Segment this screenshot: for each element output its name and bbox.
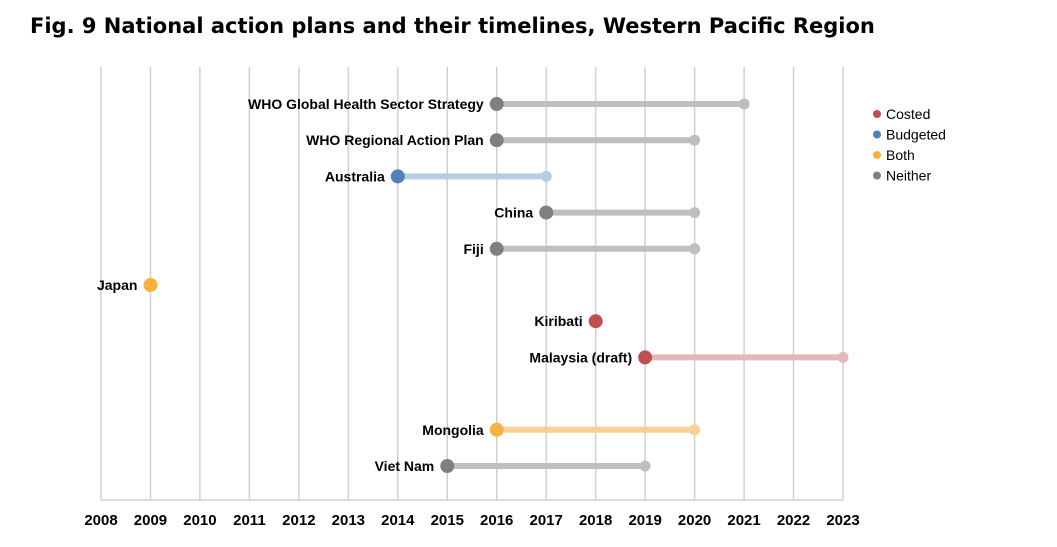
x-axis: 2008 2009 2010 2011 2012 2013 2014 2015 2016 2017… <box>84 499 860 529</box>
x-tick-label: 2009 <box>134 512 167 529</box>
start-point <box>440 459 455 473</box>
row-label: Japan <box>97 277 137 293</box>
legend-label: Both <box>886 147 915 163</box>
x-tick-label: 2016 <box>480 512 513 529</box>
end-point <box>837 351 849 363</box>
x-tick-label: 2023 <box>826 512 859 529</box>
row-label: WHO Global Health Sector Strategy <box>248 96 484 112</box>
x-tick-label: 2008 <box>84 512 117 529</box>
x-tick-label: 2017 <box>530 512 563 529</box>
start-point <box>489 97 504 111</box>
row-label: WHO Regional Action Plan <box>306 132 484 148</box>
timeline-rows: WHO Global Health Sector Strategy WHO Reg… <box>97 96 849 474</box>
end-point <box>540 170 552 182</box>
start-point <box>588 314 603 329</box>
row-label: Fiji <box>463 241 483 257</box>
legend-marker <box>873 151 881 159</box>
x-tick-label: 2022 <box>777 512 810 529</box>
x-tick-label: 2014 <box>381 512 415 529</box>
start-point <box>143 278 158 292</box>
legend-label: Neither <box>886 168 931 184</box>
start-point <box>489 241 504 256</box>
row-label: Australia <box>325 168 385 184</box>
row-label: Viet Nam <box>375 458 435 474</box>
start-point <box>539 205 554 220</box>
chart-title: Fig. 9 National action plans and their t… <box>30 14 875 38</box>
x-tick-label: 2019 <box>628 512 661 529</box>
row-label: China <box>494 205 533 221</box>
end-point <box>639 460 651 472</box>
legend-marker <box>873 130 881 139</box>
x-tick-label: 2012 <box>282 512 315 529</box>
x-tick-label: 2021 <box>727 512 760 529</box>
x-tick-label: 2015 <box>431 512 464 529</box>
legend-marker <box>873 110 881 118</box>
legend-label: Budgeted <box>886 127 946 143</box>
legend: Costed Budgeted Both Neither <box>873 106 946 184</box>
start-point <box>489 133 504 148</box>
row-label: Malaysia (draft) <box>529 349 632 365</box>
x-tick-label: 2018 <box>579 512 612 529</box>
legend-marker <box>873 171 881 180</box>
legend-label: Costed <box>886 106 930 122</box>
end-point <box>738 98 750 110</box>
start-point <box>638 350 653 365</box>
row-label: Mongolia <box>422 422 484 438</box>
end-point <box>689 243 701 255</box>
x-tick-label: 2013 <box>332 512 365 529</box>
x-tick-label: 2020 <box>678 512 711 529</box>
x-tick-label: 2011 <box>233 512 266 529</box>
row-label: Kiribati <box>534 313 582 329</box>
start-point <box>489 422 504 437</box>
end-point <box>689 424 701 436</box>
end-point <box>689 134 701 146</box>
x-tick-label: 2010 <box>183 512 216 529</box>
start-point <box>390 169 405 184</box>
end-point <box>689 207 701 219</box>
